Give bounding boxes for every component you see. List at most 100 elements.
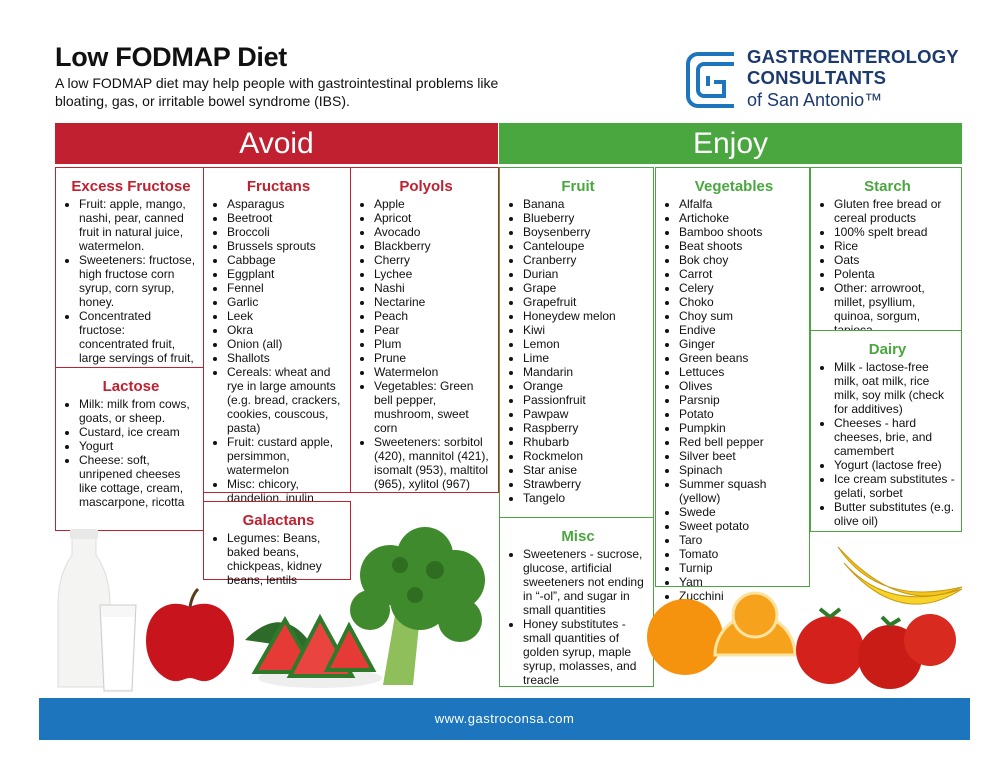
list-item: Cabbage [227,253,344,267]
avoid-banner: Avoid [55,123,498,164]
page-subtitle: A low FODMAP diet may help people with g… [55,75,499,109]
list-item: Bok choy [679,253,803,267]
section-title: Starch [864,178,911,195]
list-item: 100% spelt bread [834,225,955,239]
list-item: Spinach [679,463,803,477]
footer-url[interactable]: www.gastroconsa.com [39,698,970,740]
food-list: Milk - lactose-free milk, oat milk, rice… [820,360,955,528]
list-item: Cherry [374,253,492,267]
list-item: Kiwi [523,323,647,337]
page-title: Low FODMAP Diet [55,42,288,72]
list-item: Prune [374,351,492,365]
list-item: Mandarin [523,365,647,379]
list-item: Plum [374,337,492,351]
list-item: Cheeses - hard cheeses, brie, and camemb… [834,416,955,458]
list-item: Shallots [227,351,344,365]
list-item: Yam [679,575,803,589]
logo-line-1: GASTROENTEROLOGY [747,46,959,67]
watermelon-image [245,613,382,688]
logo-line-3: of San Antonio™ [747,90,883,110]
list-item: Asparagus [227,197,344,211]
list-item: Fruit: apple, mango, nashi, pear, canned… [79,197,197,253]
list-item: Alfalfa [679,197,803,211]
list-item: Grape [523,281,647,295]
food-list: BananaBlueberryBoysenberryCanteloupeCran… [509,197,647,505]
milk-bottle-image [57,529,137,692]
list-item: Durian [523,267,647,281]
list-item: Okra [227,323,344,337]
misc-box: Misc Sweeteners - sucrose, glucose, artif… [499,517,654,687]
section-title: Dairy [868,341,907,358]
fruit-box: Fruit BananaBlueberryBoysenberryCanteloup… [499,167,654,518]
apple-image [146,587,234,682]
list-item: Cranberry [523,253,647,267]
polyols-box: Polyols AppleApricotAvocadoBlackberryCher… [350,167,499,493]
list-item: Legumes: Beans, baked beans, chickpeas, … [227,531,344,587]
food-list: Milk: milk from cows, goats, or sheep.Cu… [65,397,197,509]
list-item: Yogurt [79,439,197,453]
list-item: Nectarine [374,295,492,309]
list-item: Vegetables: Green bell pepper, mushroom,… [374,379,492,435]
section-title: Fructans [246,178,311,195]
list-item: Apricot [374,211,492,225]
food-list: Legumes: Beans, baked beans, chickpeas, … [213,531,344,587]
food-list: AlfalfaArtichokeBamboo shootsBeat shoots… [665,197,803,603]
bananas-image [837,546,963,605]
list-item: Nashi [374,281,492,295]
list-item: Summer squash (yellow) [679,477,803,505]
list-item: Carrot [679,267,803,281]
list-item: Concentrated fructose: concentrated frui… [79,309,197,379]
section-title: Fruit [561,178,595,195]
list-item: Raspberry [523,421,647,435]
list-item: Watermelon [374,365,492,379]
list-item: Avocado [374,225,492,239]
list-item: Grapefruit [523,295,647,309]
section-title: Excess Fructose [71,178,191,195]
list-item: Lettuces [679,365,803,379]
list-item: Strawberry [523,477,647,491]
list-item: Parsnip [679,393,803,407]
list-item: Turnip [679,561,803,575]
list-item: Peach [374,309,492,323]
list-item: Cheese: soft, unripened cheeses like cot… [79,453,197,509]
list-item: Blueberry [523,211,647,225]
fructans-box: Fructans AsparagusBeetrootBroccoliBrussel… [203,167,351,505]
list-item: Honeydew melon [523,309,647,323]
oranges-image [647,591,797,675]
logo-mark-icon [686,52,734,108]
list-item: Red bell pepper [679,435,803,449]
list-item: Polenta [834,267,955,281]
list-item: Ginger [679,337,803,351]
section-title: Galactans [242,512,315,529]
list-item: Leek [227,309,344,323]
list-item: Star anise [523,463,647,477]
galactans-box: Galactans Legumes: Beans, baked beans, ch… [203,501,351,587]
tomatoes-image [796,607,956,689]
lactose-box: Lactose Milk: milk from cows, goats, or s… [55,367,204,531]
list-item: Sweeteners: fructose, high fructose corn… [79,253,197,309]
vegetables-box: Vegetables AlfalfaArtichokeBamboo shootsB… [655,167,810,603]
broccoli-image [350,527,485,685]
list-item: Apple [374,197,492,211]
section-title: Vegetables [694,178,774,195]
list-item: Fruit: custard apple, persimmon, waterme… [227,435,344,477]
list-item: Silver beet [679,449,803,463]
section-title: Misc [561,528,595,545]
list-item: Pawpaw [523,407,647,421]
logo-line-2: CONSULTANTS [747,67,887,88]
list-item: Canteloupe [523,239,647,253]
list-item: Beetroot [227,211,344,225]
list-item: Sweet potato [679,519,803,533]
list-item: Sweeteners - sucrose, glucose, artificia… [523,547,647,617]
list-item: Celery [679,281,803,295]
list-item: Beat shoots [679,239,803,253]
list-item: Boysenberry [523,225,647,239]
excess-fructose-box: Excess Fructose Fruit: apple, mango, nash… [55,167,204,379]
food-list: Sweeteners - sucrose, glucose, artificia… [509,547,647,687]
list-item: Brussels sprouts [227,239,344,253]
list-item: Milk: milk from cows, goats, or sheep. [79,397,197,425]
list-item: Gluten free bread or cereal products [834,197,955,225]
list-item: Pear [374,323,492,337]
list-item: Oats [834,253,955,267]
list-item: Onion (all) [227,337,344,351]
